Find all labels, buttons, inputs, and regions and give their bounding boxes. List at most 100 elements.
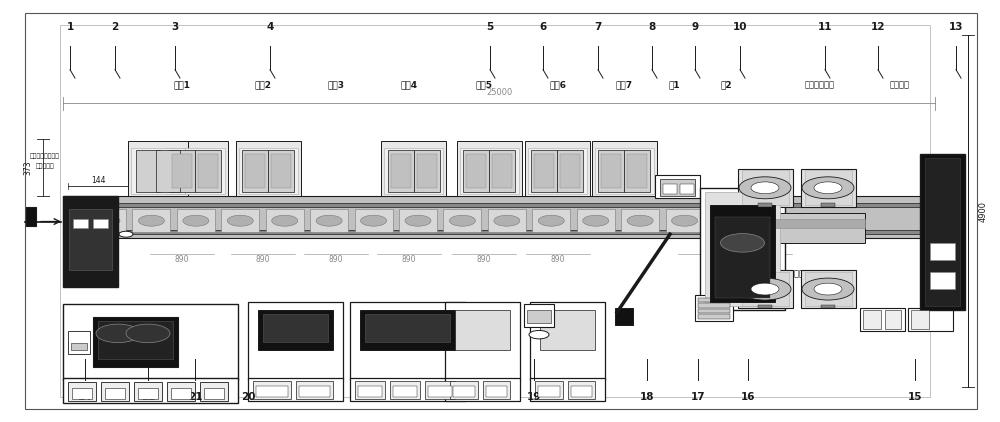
Bar [358,386,382,397]
Bar [101,382,129,401]
Text: 气源接入口: 气源接入口 [36,163,54,169]
Circle shape [449,215,475,226]
Text: 栶2: 栶2 [720,80,732,89]
Bar [169,150,195,192]
Text: 11: 11 [818,22,832,32]
Bar [258,310,333,350]
Bar [172,154,192,188]
Bar [805,272,852,306]
Bar [239,148,298,194]
Bar [453,386,475,397]
Bar [388,150,414,192]
Bar [758,305,772,308]
Bar [381,141,446,196]
Bar [355,381,385,399]
Bar [705,192,780,306]
Circle shape [227,215,253,226]
Bar [525,141,590,196]
Bar [738,270,792,308]
Bar [530,378,605,401]
Text: 18: 18 [640,392,654,402]
Bar [725,219,865,228]
Bar [253,381,290,399]
Bar [73,219,88,228]
Circle shape [272,215,298,226]
Circle shape [814,182,842,194]
Circle shape [751,283,779,295]
Text: 890: 890 [402,255,416,264]
Bar [725,213,865,243]
Text: 电源接入点平方头: 电源接入点平方头 [30,153,60,159]
Bar [860,308,905,331]
Bar [821,305,835,308]
Bar [801,270,856,308]
Bar [443,209,481,232]
Bar [594,148,654,194]
Bar [568,381,595,399]
Bar [68,331,90,354]
Bar [445,378,520,401]
Circle shape [119,231,133,237]
Bar [680,184,694,194]
Bar [63,304,238,380]
Bar [266,209,304,232]
Circle shape [720,234,764,252]
Text: 373: 373 [23,161,32,175]
Bar [560,154,580,188]
Text: 12: 12 [871,22,885,32]
Text: 890: 890 [329,255,343,264]
Bar [700,188,785,310]
Text: 工剷1: 工剷1 [174,80,190,89]
Bar [263,314,328,342]
Circle shape [96,324,140,343]
Bar [698,298,730,302]
Bar [171,388,191,399]
Circle shape [494,215,520,226]
Bar [365,314,450,342]
Bar [248,302,343,380]
Bar [134,382,162,401]
Circle shape [672,215,698,226]
Bar [414,150,440,192]
Bar [655,175,700,198]
Bar [136,150,160,192]
Bar [660,179,695,196]
Bar [557,150,583,192]
Circle shape [716,215,742,226]
Bar [298,386,330,397]
Bar [524,304,554,327]
Text: 20: 20 [241,392,255,402]
Text: 工剷6: 工剷6 [550,80,566,89]
Text: 19: 19 [527,392,541,402]
Circle shape [538,215,564,226]
Text: 21: 21 [188,392,202,402]
Text: 1: 1 [66,22,74,32]
Bar [486,386,507,397]
Text: 工剷4: 工剷4 [400,80,418,89]
Bar [93,219,108,228]
Bar [930,272,955,289]
Bar [715,217,770,298]
Bar [805,170,852,205]
Bar [627,154,647,188]
Bar [198,154,218,188]
Bar [598,150,624,192]
Text: 5: 5 [486,22,494,32]
Bar [528,148,587,194]
Bar [530,302,605,380]
Bar [156,150,180,192]
Circle shape [814,283,842,295]
Bar [71,343,87,350]
Text: 工剷7: 工剷7 [615,80,633,89]
Text: 890: 890 [256,255,270,264]
Bar [666,209,704,232]
Text: 890: 890 [175,255,189,264]
Bar [535,381,562,399]
Bar [350,378,465,401]
Bar [132,209,170,232]
Bar [710,205,775,302]
Bar [540,310,595,350]
Bar [698,314,730,319]
Circle shape [627,215,653,226]
Bar [601,154,621,188]
